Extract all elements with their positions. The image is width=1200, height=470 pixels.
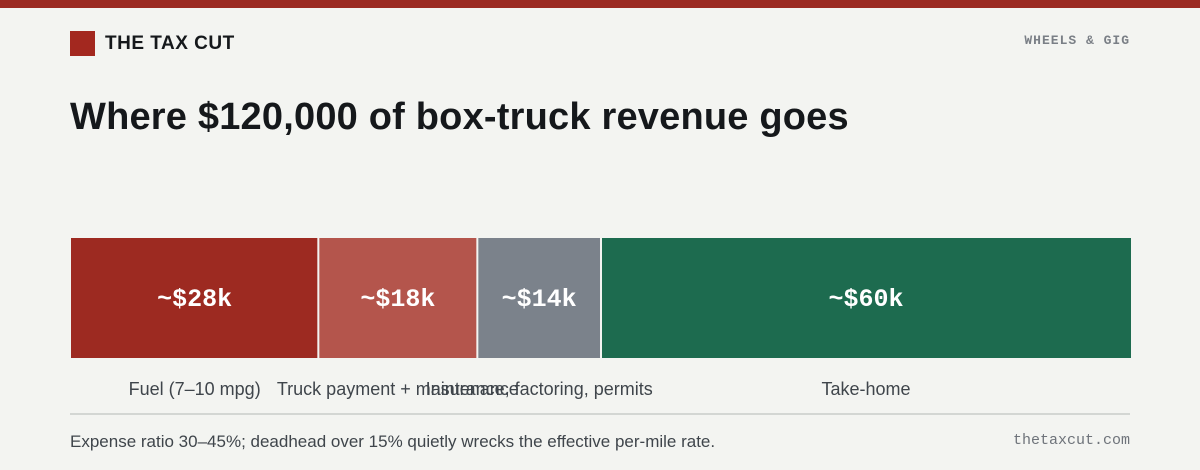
brand: THE TAX CUT bbox=[70, 31, 235, 56]
segment-separator-1 bbox=[317, 238, 320, 358]
headline: Where $120,000 of box-truck revenue goes bbox=[70, 96, 849, 138]
section-tag: WHEELS & GIG bbox=[1024, 33, 1130, 48]
segment-value-label-2: ~$14k bbox=[502, 285, 577, 314]
top-accent-bar bbox=[0, 0, 1200, 8]
segment-value-label-3: ~$60k bbox=[828, 285, 903, 314]
segment-category-label-3: Take-home bbox=[821, 379, 910, 399]
segment-separator-3 bbox=[600, 238, 602, 358]
brand-logo-mark bbox=[70, 31, 95, 56]
divider bbox=[70, 413, 1130, 415]
bar-segment-1 bbox=[318, 238, 478, 358]
site-url: thetaxcut.com bbox=[1012, 432, 1130, 449]
segment-value-label-0: ~$28k bbox=[157, 285, 232, 314]
segment-category-label-2: Insurance, factoring, permits bbox=[426, 379, 653, 399]
footnote: Expense ratio 30–45%; deadhead over 15% … bbox=[70, 432, 716, 451]
bar-segment-2 bbox=[477, 238, 601, 358]
bar-segment-0 bbox=[71, 238, 319, 358]
segment-value-label-1: ~$18k bbox=[360, 285, 435, 314]
bar-segment-3 bbox=[601, 238, 1131, 358]
segment-category-label-0: Fuel (7–10 mpg) bbox=[129, 379, 261, 399]
segment-separator-2 bbox=[476, 238, 479, 358]
segment-category-label-1: Truck payment + maintenance bbox=[277, 379, 519, 399]
brand-name: THE TAX CUT bbox=[105, 32, 235, 54]
